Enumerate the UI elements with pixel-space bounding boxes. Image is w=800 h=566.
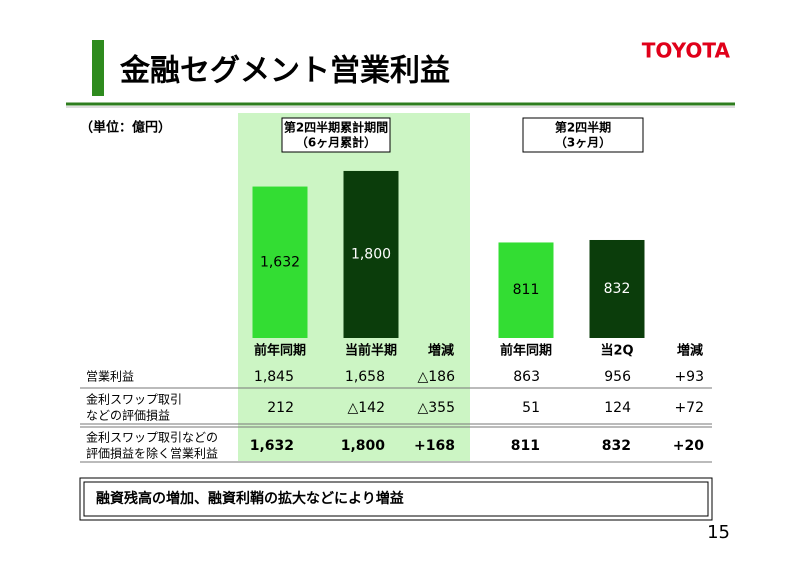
- row-label: 金利スワップ取引: [86, 392, 182, 407]
- table-cell: 1,632: [250, 438, 294, 454]
- row-label: などの評価損益: [86, 408, 170, 423]
- table-cell: +93: [674, 369, 704, 385]
- unit-label: （単位：億円）: [80, 120, 171, 136]
- chart-title: 第2四半期累計期間: [284, 120, 388, 135]
- table-cell: 811: [511, 438, 540, 454]
- bar-value-label: 811: [513, 282, 540, 298]
- row-label: 営業利益: [86, 370, 134, 384]
- column-header: 前年同期: [254, 343, 306, 359]
- table-cell: 51: [522, 400, 540, 416]
- bar-value-label: 1,632: [260, 254, 300, 270]
- chart-subtitle: （6ヶ月累計）: [296, 135, 376, 150]
- chart-title: 第2四半期: [555, 120, 611, 135]
- row-label: 評価損益を除く営業利益: [86, 446, 218, 461]
- column-header: 増減: [428, 343, 454, 359]
- logo: TOYOTA: [642, 39, 731, 63]
- column-header: 前年同期: [500, 343, 552, 359]
- column-header: 増減: [677, 343, 703, 359]
- table-cell: +20: [673, 438, 704, 454]
- bar: [343, 170, 399, 338]
- table-cell: 863: [513, 369, 540, 385]
- page-number: 15: [707, 522, 730, 543]
- note: 融資残高の増加、融資利鞘の拡大などにより増益: [96, 490, 404, 507]
- table-cell: 1,845: [254, 369, 294, 385]
- table-cell: 832: [602, 438, 631, 454]
- bar: [589, 239, 645, 338]
- row-label: 金利スワップ取引などの: [86, 430, 218, 445]
- table-cell: 124: [604, 400, 631, 416]
- table-cell: +72: [674, 400, 704, 416]
- table-cell: +168: [414, 438, 455, 454]
- table-cell: 956: [604, 369, 631, 385]
- table-cell: 1,800: [341, 438, 386, 454]
- bar-value-label: 832: [604, 281, 631, 297]
- slide-title: 金融セグメント営業利益: [119, 54, 450, 89]
- bar: [498, 242, 554, 338]
- column-header: 当前半期: [345, 343, 397, 359]
- bar: [252, 186, 308, 338]
- table-cell: 212: [267, 400, 294, 416]
- table-cell: △142: [348, 400, 386, 416]
- title-accent: [92, 40, 104, 96]
- chart-subtitle: （3ヶ月）: [555, 135, 611, 150]
- table-cell: △186: [418, 369, 456, 385]
- period-box: [281, 117, 391, 153]
- bar-value-label: 1,800: [351, 246, 391, 262]
- note-box-inner: [83, 481, 709, 517]
- table-cell: 1,658: [345, 369, 385, 385]
- note-box: [79, 477, 713, 521]
- period-box: [522, 117, 644, 153]
- column-header: 当2Q: [600, 343, 633, 359]
- table-cell: △355: [418, 400, 456, 416]
